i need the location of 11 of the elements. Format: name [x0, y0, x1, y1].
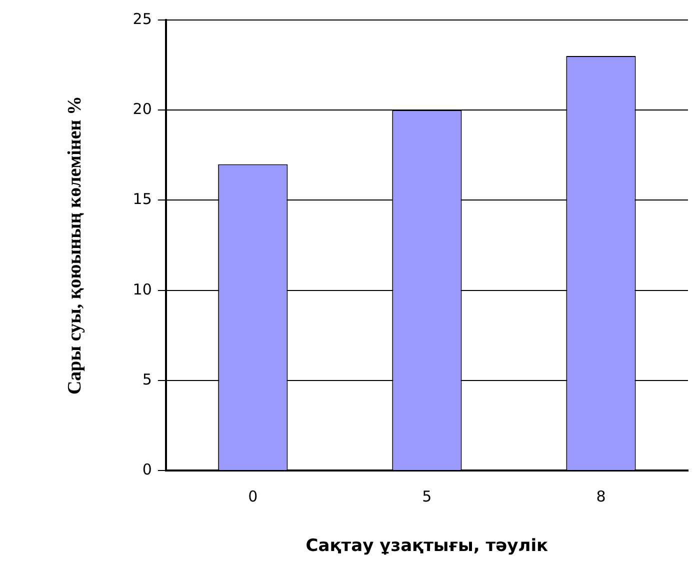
y-tick-label: 10 — [132, 280, 152, 298]
x-tick-label: 5 — [422, 487, 432, 506]
y-tick-label: 15 — [132, 190, 152, 208]
x-tick-label: 0 — [248, 487, 258, 506]
y-tick-label: 25 — [132, 10, 152, 28]
x-axis-title: Сақтау ұзақтығы, тәулік — [306, 536, 549, 556]
y-axis-title: Сары суы, қоюының көлемінен % — [64, 96, 86, 395]
y-tick-label: 20 — [132, 100, 152, 118]
x-tick-label: 8 — [596, 487, 606, 506]
y-tick-label: 0 — [142, 460, 152, 478]
y-tick-label: 5 — [142, 370, 152, 388]
